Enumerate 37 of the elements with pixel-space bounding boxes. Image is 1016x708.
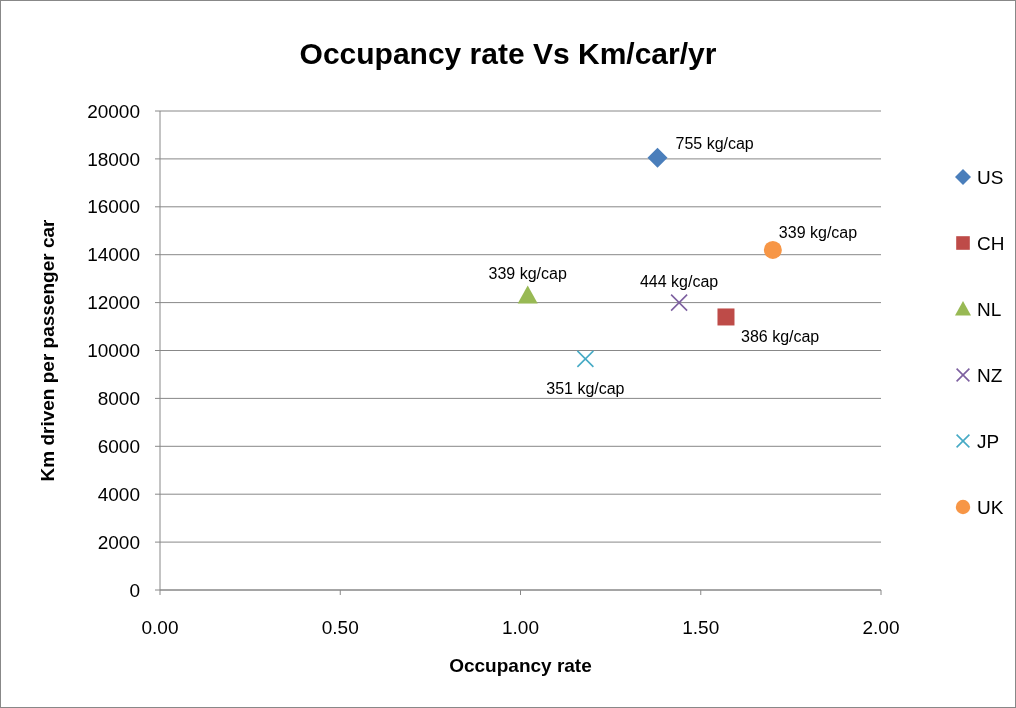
point xyxy=(647,147,668,168)
annotation: 386 kg/cap xyxy=(740,327,820,345)
y-tick-label: 0 xyxy=(129,579,140,601)
y-tick-label: 14000 xyxy=(87,244,140,266)
y-tick-label: 18000 xyxy=(87,148,140,170)
y-tick-label: 4000 xyxy=(97,483,140,505)
y-tick-label: 2000 xyxy=(97,531,140,553)
annotation: 444 kg/cap xyxy=(639,272,719,290)
legend-label: NL xyxy=(977,298,1002,320)
point xyxy=(763,240,782,259)
y-tick-label: 16000 xyxy=(87,196,140,218)
x-tick-label: 2.00 xyxy=(862,617,900,638)
point xyxy=(670,293,688,312)
legend-label: UK xyxy=(977,496,1004,518)
y-tick-label: 10000 xyxy=(87,340,140,362)
point xyxy=(517,285,538,304)
point xyxy=(717,308,735,326)
annotation: 351 kg/cap xyxy=(546,379,625,397)
x-tick-label: 1.00 xyxy=(502,617,539,638)
y-tick-label: 20000 xyxy=(87,100,140,122)
legend-label: US xyxy=(977,166,1004,188)
x-tick-label: 1.50 xyxy=(682,617,720,638)
annotation: 755 kg/cap xyxy=(675,134,754,152)
annotation: 339 kg/cap xyxy=(488,265,567,283)
point xyxy=(576,350,595,368)
legend-label: CH xyxy=(977,232,1005,254)
legend-label: JP xyxy=(977,430,1000,452)
chart-title: Occupancy rate Vs Km/car/yr xyxy=(299,37,717,70)
y-tick-label: 12000 xyxy=(87,292,140,314)
y-tick-label: 6000 xyxy=(97,435,140,457)
x-axis-title: Occupancy rate xyxy=(449,655,592,676)
x-tick-label: 0.50 xyxy=(321,617,359,638)
legend-label: NZ xyxy=(977,364,1003,386)
annotation: 339 kg/cap xyxy=(778,223,858,241)
y-tick-label: 8000 xyxy=(97,388,140,410)
y-axis-title: Km driven per passenger car xyxy=(37,218,58,482)
x-tick-label: 0.00 xyxy=(141,617,179,638)
